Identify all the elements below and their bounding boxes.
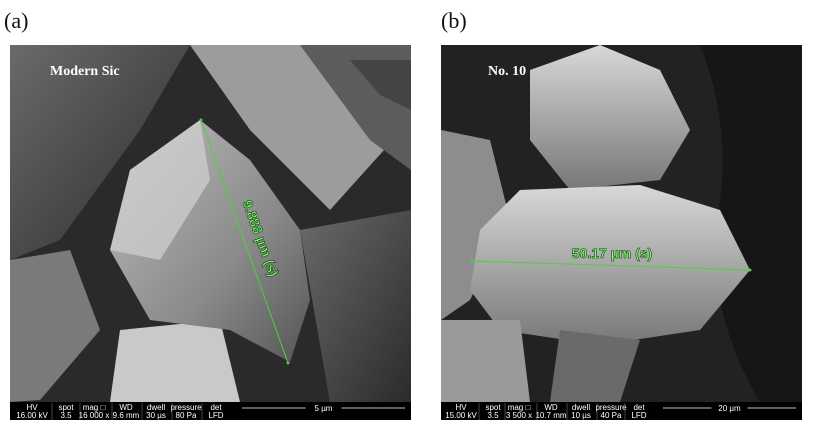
info-value: 30 µs (146, 411, 166, 420)
info-value: LFD (631, 411, 646, 420)
scale-label: 20 µm (718, 404, 741, 413)
info-value: 16.00 kV (16, 411, 48, 420)
info-header: dwell (147, 403, 165, 412)
info-header: spot (485, 403, 501, 412)
info-value: LFD (208, 411, 223, 420)
info-value: 9.6 mm (113, 411, 140, 420)
info-value: 15.00 kV (445, 411, 477, 420)
sample-caption: No. 10 (488, 64, 526, 79)
info-value: 40 Pa (601, 411, 622, 420)
micrograph-a (10, 45, 411, 402)
info-header: mag □ (508, 403, 531, 412)
info-value: 10 µs (571, 411, 591, 420)
info-value: 10.7 mm (535, 411, 566, 420)
info-value: 3.5 (487, 411, 499, 420)
info-header: det (210, 403, 222, 412)
info-value: 80 Pa (176, 411, 197, 420)
info-header: dwell (572, 403, 590, 412)
sample-caption: Modern Sic (50, 64, 120, 79)
info-header: HV (455, 403, 467, 412)
info-header: WD (119, 403, 133, 412)
scale-bar-gap (711, 403, 748, 413)
info-header: spot (58, 403, 74, 412)
info-header: det (633, 403, 645, 412)
info-header: pressure (595, 403, 627, 412)
info-value: 3.5 (60, 411, 72, 420)
measurement: 50.17 µm (s) (572, 245, 652, 261)
info-value: 16 000 x (79, 411, 110, 420)
micrograph-b (441, 45, 802, 402)
info-value: 3 500 x (506, 411, 532, 420)
info-header: WD (544, 403, 558, 412)
scale-bar-gap (305, 403, 342, 413)
panel-label: (b) (441, 8, 467, 33)
info-header: HV (26, 403, 38, 412)
scale-label: 5 µm (315, 404, 333, 413)
panel-label: (a) (4, 8, 28, 33)
info-header: mag □ (83, 403, 106, 412)
info-header: pressure (170, 403, 202, 412)
